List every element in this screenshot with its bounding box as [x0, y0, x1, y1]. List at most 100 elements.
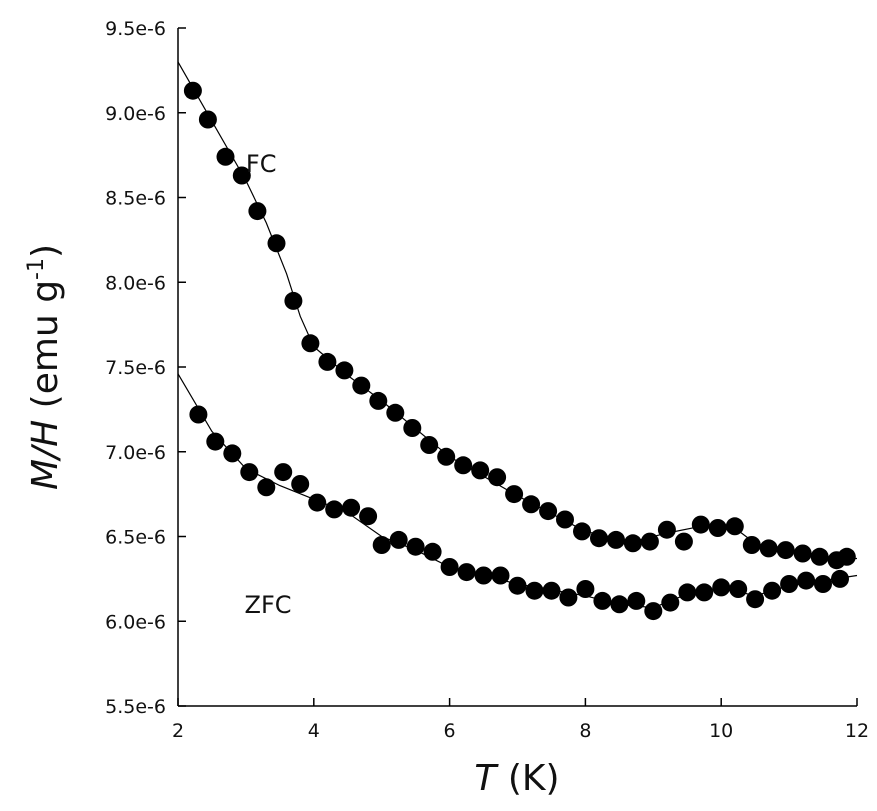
fc-data-point — [691, 515, 710, 534]
zfc-data-point — [274, 463, 293, 482]
fc-data-point — [386, 403, 405, 422]
fc-data-point — [539, 502, 558, 521]
zfc-data-point — [559, 588, 578, 607]
fc-data-point — [284, 291, 303, 310]
y-tick-label: 7.0e-6 — [105, 442, 166, 464]
fc-data-point — [301, 334, 320, 353]
fc-data-point — [725, 517, 744, 536]
zfc-data-point — [291, 475, 310, 493]
fc-data-point — [488, 468, 507, 487]
y-axis-title: M/H (emu g-1) — [24, 244, 66, 490]
zfc-data-point — [440, 558, 459, 576]
fc-data-point — [183, 81, 202, 100]
zfc-data-point — [372, 536, 391, 554]
data-points — [183, 81, 856, 621]
fc-data-point — [776, 541, 795, 560]
fc-data-point — [640, 532, 659, 551]
zfc-data-point — [257, 478, 276, 497]
fc-fit-line — [177, 61, 857, 560]
y-tick-label: 6.0e-6 — [105, 611, 166, 633]
fit-lines — [177, 61, 858, 609]
zfc-data-point — [610, 595, 629, 614]
zfc-data-point — [406, 537, 425, 556]
fc-data-point — [556, 510, 574, 529]
zfc-data-point — [593, 591, 612, 610]
fc-data-point — [810, 547, 829, 566]
fc-data-point — [267, 234, 286, 253]
zfc-data-point — [325, 500, 344, 519]
x-tick-label: 10 — [709, 720, 733, 742]
zfc-data-point — [308, 493, 327, 512]
zfc-series-label: ZFC — [245, 591, 292, 619]
y-tick-label: 5.5e-6 — [105, 696, 166, 718]
zfc-data-point — [661, 593, 680, 612]
x-tick-label: 8 — [579, 720, 591, 742]
fc-data-point — [198, 110, 217, 129]
y-tick-label: 6.5e-6 — [105, 527, 166, 549]
fc-data-point — [708, 519, 727, 537]
fc-data-point — [623, 534, 642, 553]
fc-data-point — [674, 532, 693, 551]
fc-data-point — [837, 547, 856, 566]
y-tick-label: 8.5e-6 — [105, 188, 166, 210]
x-axis-title: T (K) — [474, 758, 559, 799]
zfc-data-point — [763, 581, 782, 600]
zfc-data-point — [627, 591, 646, 610]
zfc-data-point — [797, 571, 816, 590]
fc-data-point — [454, 456, 473, 475]
fc-data-point — [759, 539, 778, 558]
zfc-data-point — [695, 583, 714, 602]
zfc-data-point — [206, 432, 225, 451]
zfc-data-point — [491, 566, 510, 585]
ticks: 2 4 6 8 10 12 5.5e-6 6.0e-6 6.5e-6 7.0e-6 7.5e-6 8.… — [105, 18, 869, 742]
fc-data-point — [573, 522, 591, 541]
x-tick-label: 12 — [845, 720, 869, 742]
zfc-data-point — [240, 463, 259, 482]
fc-data-point — [248, 202, 267, 221]
zfc-data-point — [223, 444, 242, 463]
fc-data-point — [437, 447, 456, 466]
zfc-data-point — [474, 566, 493, 585]
zfc-data-point — [189, 405, 208, 424]
fc-data-point — [793, 544, 812, 563]
zfc-data-point — [457, 563, 476, 582]
y-tick-label: 8.0e-6 — [105, 272, 166, 294]
zfc-data-point — [780, 575, 799, 593]
y-tick-label: 7.5e-6 — [105, 357, 166, 379]
fc-data-point — [742, 536, 761, 554]
x-tick-label: 2 — [172, 720, 184, 742]
zfc-data-point — [712, 578, 731, 597]
fc-data-point — [590, 529, 608, 548]
zfc-data-point — [746, 590, 765, 609]
x-tick-label: 4 — [308, 720, 320, 742]
fc-data-point — [657, 520, 676, 539]
fc-data-point — [369, 391, 388, 410]
zfc-data-point — [389, 530, 408, 549]
fc-data-point — [352, 376, 371, 395]
y-axis-unit-superscript: -1 — [24, 258, 49, 280]
fc-data-point — [471, 461, 490, 480]
zfc-data-point — [525, 581, 544, 600]
fc-data-point — [607, 530, 625, 549]
fc-data-point — [505, 485, 524, 504]
y-tick-label: 9.5e-6 — [105, 18, 166, 40]
fc-data-point — [335, 361, 354, 380]
zfc-data-point — [814, 575, 832, 593]
zfc-data-point — [342, 498, 361, 517]
zfc-data-point — [508, 576, 527, 595]
y-tick-label: 9.0e-6 — [105, 103, 166, 125]
x-tick-label: 6 — [444, 720, 456, 742]
zfc-data-point — [576, 580, 595, 598]
zfc-data-point — [678, 583, 697, 602]
fc-data-point — [318, 352, 337, 371]
series-labels: FC ZFC — [245, 150, 292, 619]
zfc-data-point — [359, 507, 378, 526]
fc-data-point — [403, 419, 422, 437]
zfc-data-point — [729, 580, 748, 598]
zfc-data-point — [831, 569, 849, 588]
zfc-data-point — [423, 542, 442, 561]
fc-data-point — [232, 166, 251, 185]
fc-data-point — [216, 147, 235, 166]
fc-series-label: FC — [246, 150, 277, 178]
